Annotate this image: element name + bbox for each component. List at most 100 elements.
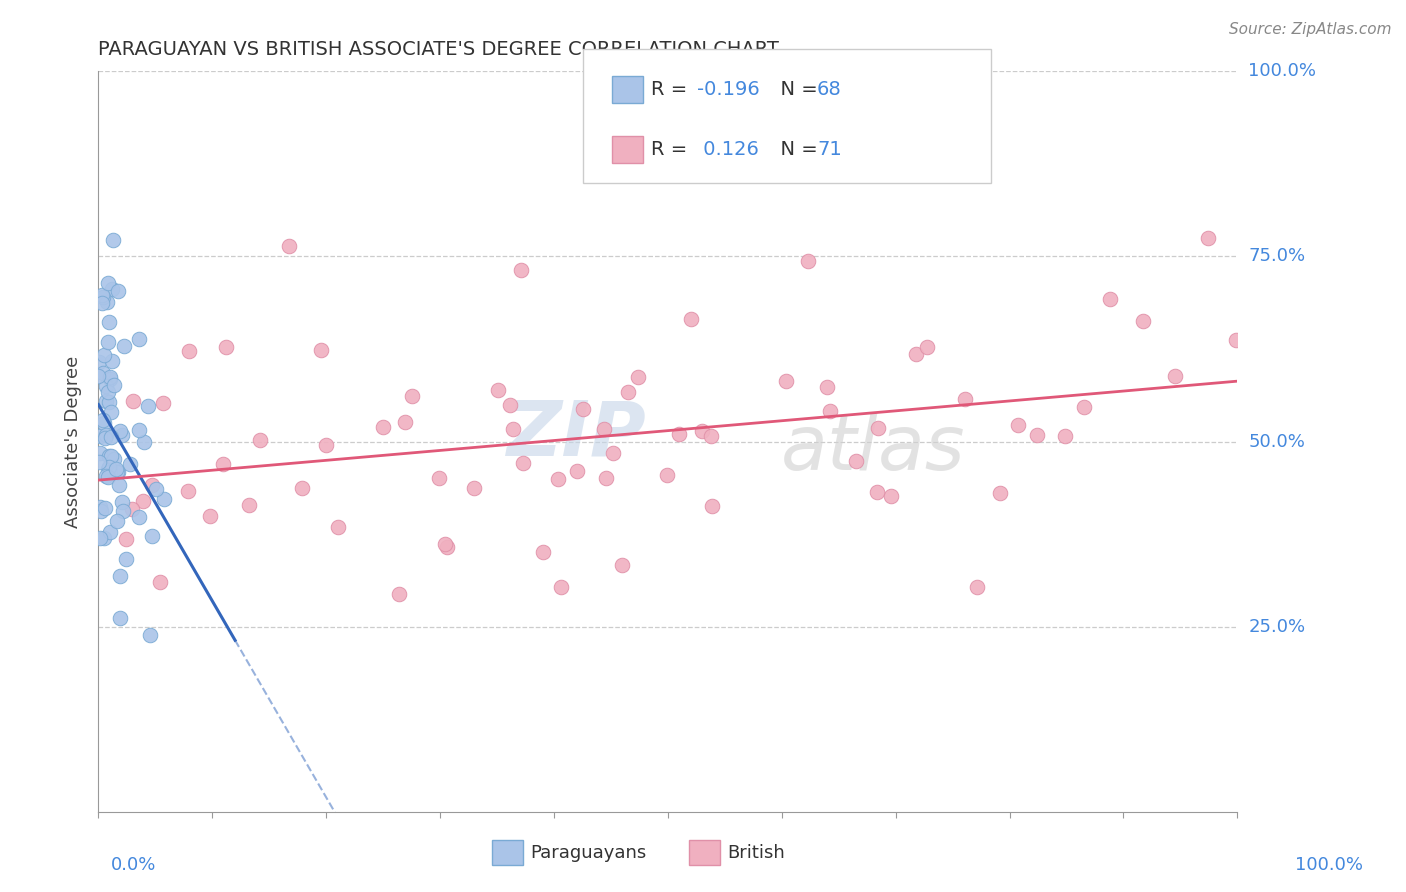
Point bbox=[89, 531, 111, 545]
Point bbox=[96, 378, 118, 392]
Point bbox=[132, 493, 155, 508]
Point bbox=[866, 485, 889, 500]
Point bbox=[486, 383, 509, 397]
Point bbox=[179, 343, 201, 358]
Point bbox=[107, 284, 129, 298]
Point bbox=[89, 446, 111, 460]
Point bbox=[91, 366, 114, 380]
Point bbox=[90, 296, 112, 310]
Point bbox=[91, 412, 114, 426]
Point bbox=[87, 369, 110, 384]
Point bbox=[105, 465, 128, 479]
Point bbox=[98, 466, 121, 480]
Point bbox=[1132, 314, 1154, 328]
Point bbox=[510, 262, 533, 277]
Point bbox=[904, 347, 927, 361]
Point bbox=[108, 569, 131, 583]
Text: 50.0%: 50.0% bbox=[1249, 433, 1305, 450]
Point bbox=[97, 469, 120, 483]
Point bbox=[700, 429, 723, 443]
Point bbox=[103, 378, 125, 392]
Point bbox=[868, 421, 890, 435]
Point bbox=[394, 415, 416, 429]
Point bbox=[114, 532, 136, 546]
Point bbox=[91, 287, 114, 301]
Point bbox=[617, 384, 640, 399]
Point bbox=[602, 446, 624, 460]
Point bbox=[89, 429, 111, 443]
Point bbox=[1007, 418, 1029, 433]
Text: 100.0%: 100.0% bbox=[1295, 856, 1362, 874]
Point bbox=[657, 468, 679, 483]
Point bbox=[89, 455, 111, 469]
Text: PARAGUAYAN VS BRITISH ASSOCIATE'S DEGREE CORRELATION CHART: PARAGUAYAN VS BRITISH ASSOCIATE'S DEGREE… bbox=[98, 39, 779, 59]
Point bbox=[100, 430, 122, 444]
Point bbox=[103, 452, 125, 467]
Point bbox=[87, 355, 110, 369]
Point bbox=[115, 551, 138, 566]
Point bbox=[97, 277, 120, 291]
Point bbox=[98, 315, 121, 329]
Point bbox=[427, 471, 450, 485]
Point bbox=[121, 502, 143, 516]
Text: 75.0%: 75.0% bbox=[1249, 247, 1306, 266]
Point bbox=[90, 504, 112, 518]
Text: 100.0%: 100.0% bbox=[1249, 62, 1316, 80]
Point bbox=[512, 456, 534, 470]
Point bbox=[97, 460, 120, 475]
Text: Paraguayans: Paraguayans bbox=[530, 844, 647, 862]
Point bbox=[97, 462, 120, 476]
Point bbox=[499, 398, 522, 412]
Point bbox=[595, 471, 617, 485]
Point bbox=[845, 454, 868, 468]
Point bbox=[145, 483, 167, 497]
Point bbox=[152, 396, 174, 410]
Point bbox=[1025, 428, 1047, 442]
Text: 68: 68 bbox=[817, 79, 842, 99]
Point bbox=[436, 541, 458, 555]
Point bbox=[547, 472, 569, 486]
Point bbox=[915, 340, 938, 354]
Point bbox=[371, 420, 394, 434]
Point bbox=[98, 524, 121, 539]
Point bbox=[93, 531, 115, 545]
Point bbox=[681, 312, 703, 326]
Point bbox=[98, 371, 121, 385]
Point bbox=[1225, 333, 1247, 347]
Point bbox=[627, 369, 650, 384]
Point bbox=[89, 500, 111, 514]
Point bbox=[953, 392, 976, 406]
Point bbox=[212, 457, 235, 471]
Y-axis label: Associate's Degree: Associate's Degree bbox=[65, 355, 83, 528]
Point bbox=[820, 404, 842, 418]
Point bbox=[96, 394, 118, 409]
Point bbox=[1098, 292, 1121, 306]
Point bbox=[118, 457, 141, 471]
Text: ZIP: ZIP bbox=[508, 397, 647, 471]
Point bbox=[112, 339, 135, 353]
Point bbox=[100, 282, 122, 296]
Text: N =: N = bbox=[768, 140, 824, 159]
Point bbox=[141, 529, 163, 543]
Point bbox=[122, 393, 145, 408]
Point bbox=[91, 290, 114, 304]
Point bbox=[700, 499, 723, 513]
Point bbox=[277, 239, 299, 253]
Point bbox=[152, 492, 174, 507]
Text: British: British bbox=[727, 844, 785, 862]
Point bbox=[328, 520, 350, 534]
Point bbox=[93, 348, 115, 362]
Text: R =: R = bbox=[651, 140, 693, 159]
Text: N =: N = bbox=[768, 79, 824, 99]
Point bbox=[97, 395, 120, 409]
Point bbox=[96, 428, 118, 442]
Point bbox=[315, 438, 337, 452]
Point bbox=[105, 515, 128, 529]
Point bbox=[668, 426, 690, 441]
Point bbox=[815, 380, 838, 394]
Point bbox=[1163, 368, 1185, 383]
Point bbox=[110, 610, 132, 624]
Point bbox=[100, 405, 122, 419]
Point bbox=[101, 233, 124, 247]
Point bbox=[879, 489, 901, 503]
